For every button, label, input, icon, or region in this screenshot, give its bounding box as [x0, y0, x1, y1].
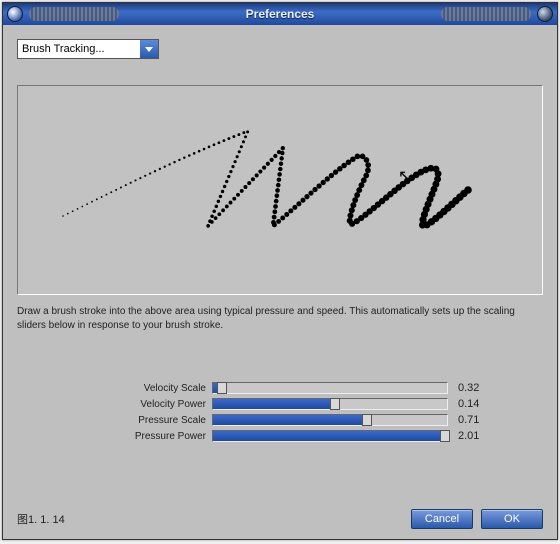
titlebar[interactable]: Preferences	[3, 3, 557, 25]
chevron-down-icon	[145, 47, 153, 52]
titlebar-grip-left	[29, 7, 119, 21]
slider-thumb[interactable]	[362, 414, 372, 426]
slider-value: 0.14	[448, 398, 488, 410]
cancel-button[interactable]: Cancel	[411, 509, 473, 529]
brush-stroke-svg	[18, 86, 542, 294]
slider-track[interactable]	[212, 382, 448, 394]
app-icon	[7, 6, 23, 22]
dropdown-value: Brush Tracking...	[22, 43, 105, 55]
titlebar-grip-right	[441, 7, 531, 21]
slider-value: 2.01	[448, 430, 488, 442]
close-icon[interactable]	[537, 6, 553, 22]
slider-label: Velocity Scale	[17, 383, 212, 394]
preferences-window: Preferences Brush Tracking... ↖ Draw a b…	[2, 2, 558, 540]
slider-label: Velocity Power	[17, 399, 212, 410]
slider-label: Pressure Power	[17, 431, 212, 442]
slider-track[interactable]	[212, 430, 448, 442]
window-title: Preferences	[125, 7, 435, 21]
slider-row-0: Velocity Scale 0.32	[17, 382, 543, 394]
slider-fill	[213, 399, 335, 409]
footer: 图1. 1. 14 Cancel OK	[17, 509, 543, 529]
content-area: Brush Tracking... ↖ Draw a brush stroke …	[3, 25, 557, 460]
instruction-text: Draw a brush stroke into the above area …	[17, 305, 543, 332]
slider-row-2: Pressure Scale 0.71	[17, 414, 543, 426]
brush-stroke-canvas[interactable]: ↖	[17, 85, 543, 295]
slider-thumb[interactable]	[217, 382, 227, 394]
category-dropdown[interactable]: Brush Tracking...	[17, 39, 159, 59]
slider-thumb[interactable]	[330, 398, 340, 410]
slider-track[interactable]	[212, 398, 448, 410]
slider-value: 0.32	[448, 382, 488, 394]
slider-fill	[213, 431, 445, 441]
slider-row-1: Velocity Power 0.14	[17, 398, 543, 410]
cursor-icon: ↖	[398, 166, 411, 186]
slider-value: 0.71	[448, 414, 488, 426]
slider-track[interactable]	[212, 414, 448, 426]
slider-fill	[213, 415, 367, 425]
slider-label: Pressure Scale	[17, 415, 212, 426]
slider-row-3: Pressure Power 2.01	[17, 430, 543, 442]
slider-thumb[interactable]	[440, 430, 450, 442]
ok-button[interactable]: OK	[481, 509, 543, 529]
sliders-group: Velocity Scale 0.32 Velocity Power 0.14 Pres…	[17, 382, 543, 442]
dropdown-button[interactable]	[140, 40, 158, 58]
figure-caption: 图1. 1. 14	[17, 511, 65, 527]
